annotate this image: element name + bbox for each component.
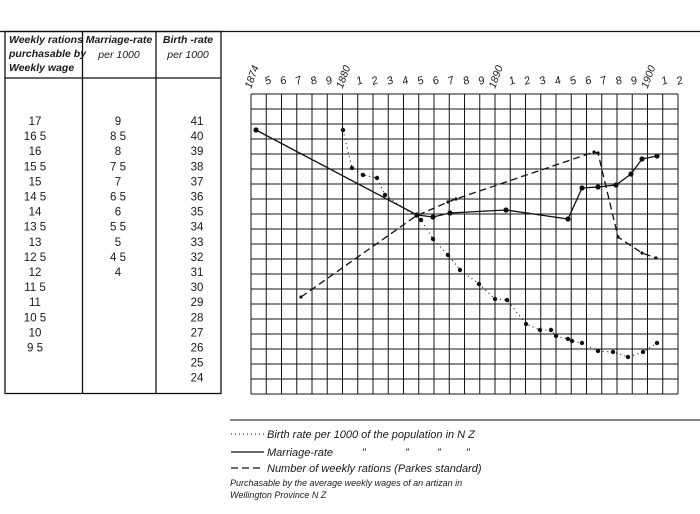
svg-text:15 5: 15 5	[24, 161, 46, 173]
svg-text:40: 40	[191, 131, 204, 143]
svg-text:8: 8	[115, 146, 121, 158]
svg-text:9: 9	[477, 74, 487, 87]
svg-text:5 5: 5 5	[110, 222, 126, 234]
svg-text:30: 30	[191, 282, 204, 294]
svg-text:per 1000: per 1000	[166, 49, 209, 61]
svg-text:35: 35	[191, 207, 204, 219]
svg-text:”: ”	[466, 447, 471, 459]
svg-text:Number of weekly rations (Park: Number of weekly rations (Parkes standar…	[267, 463, 482, 475]
svg-text:27: 27	[191, 327, 204, 339]
svg-text:16 5: 16 5	[24, 131, 46, 143]
svg-text:”: ”	[362, 447, 367, 459]
svg-text:7 5: 7 5	[110, 161, 126, 173]
svg-text:28: 28	[191, 312, 204, 324]
svg-text:17: 17	[29, 116, 42, 128]
svg-text:1900: 1900	[639, 64, 658, 90]
svg-text:34: 34	[191, 222, 204, 234]
svg-text:6: 6	[583, 74, 594, 88]
svg-text:26: 26	[191, 343, 204, 355]
svg-text:”: ”	[437, 447, 442, 459]
svg-text:10: 10	[29, 327, 42, 339]
svg-text:4 5: 4 5	[110, 252, 126, 264]
svg-text:12: 12	[29, 267, 42, 279]
svg-text:25: 25	[191, 358, 204, 370]
svg-text:5: 5	[263, 74, 274, 88]
svg-text:4: 4	[115, 267, 122, 279]
svg-text:1880: 1880	[334, 64, 353, 90]
svg-text:24: 24	[191, 373, 204, 385]
svg-text:32: 32	[191, 252, 204, 264]
svg-text:38: 38	[191, 161, 204, 173]
svg-text:11: 11	[29, 297, 41, 309]
svg-text:1: 1	[355, 74, 365, 87]
svg-text:Marriage-rate: Marriage-rate	[86, 34, 153, 46]
svg-text:37: 37	[191, 176, 204, 188]
svg-text:5: 5	[568, 74, 579, 88]
svg-text:8: 8	[461, 74, 472, 88]
svg-text:7: 7	[115, 176, 121, 188]
svg-text:1890: 1890	[487, 64, 506, 90]
svg-text:5: 5	[416, 74, 427, 88]
svg-text:Birth rate per 1000 of the pop: Birth rate per 1000 of the population in…	[267, 429, 476, 441]
svg-text:Weekly wage: Weekly wage	[9, 62, 74, 74]
svg-text:15: 15	[29, 176, 42, 188]
svg-text:39: 39	[191, 146, 204, 158]
svg-text:”: ”	[405, 447, 410, 459]
svg-text:6: 6	[278, 74, 289, 88]
svg-text:3: 3	[385, 74, 396, 88]
svg-text:5: 5	[115, 237, 121, 249]
svg-text:33: 33	[191, 237, 204, 249]
svg-text:36: 36	[191, 192, 204, 204]
svg-text:9: 9	[629, 74, 639, 87]
svg-text:2: 2	[369, 74, 380, 88]
svg-text:12 5: 12 5	[24, 252, 46, 264]
svg-text:7: 7	[446, 74, 457, 88]
svg-text:7: 7	[599, 74, 610, 88]
svg-text:6: 6	[115, 207, 121, 219]
svg-text:13 5: 13 5	[24, 222, 46, 234]
svg-text:9: 9	[115, 116, 121, 128]
svg-text:11 5: 11 5	[24, 282, 46, 294]
svg-text:9 5: 9 5	[27, 343, 43, 355]
svg-text:1: 1	[660, 74, 670, 87]
svg-text:2: 2	[674, 74, 685, 88]
svg-text:14: 14	[29, 207, 42, 219]
svg-text:16: 16	[29, 146, 42, 158]
svg-text:14 5: 14 5	[24, 192, 46, 204]
svg-text:per 1000: per 1000	[97, 49, 140, 61]
svg-text:2: 2	[521, 74, 532, 88]
svg-text:Marriage-rate: Marriage-rate	[267, 447, 333, 459]
svg-text:31: 31	[191, 267, 204, 279]
svg-text:6: 6	[431, 74, 442, 88]
svg-text:Purchasable by the average wee: Purchasable by the average weekly wages …	[230, 478, 462, 488]
svg-text:Birth -rate: Birth -rate	[163, 34, 213, 46]
svg-text:8 5: 8 5	[110, 131, 126, 143]
svg-text:8: 8	[309, 74, 320, 88]
svg-text:1874: 1874	[243, 64, 262, 90]
svg-text:29: 29	[191, 297, 204, 309]
svg-text:10 5: 10 5	[24, 312, 46, 324]
svg-text:6 5: 6 5	[110, 192, 126, 204]
svg-text:Wellington Province N Z: Wellington Province N Z	[230, 490, 327, 500]
svg-text:13: 13	[29, 237, 42, 249]
svg-text:4: 4	[400, 74, 410, 87]
svg-text:7: 7	[294, 74, 305, 88]
svg-text:9: 9	[324, 74, 334, 87]
svg-text:4: 4	[553, 74, 563, 87]
svg-text:1: 1	[507, 74, 517, 87]
svg-text:3: 3	[538, 74, 549, 88]
svg-text:41: 41	[191, 116, 204, 128]
svg-text:8: 8	[614, 74, 625, 88]
svg-text:Weekly rations: Weekly rations	[9, 34, 83, 46]
svg-text:purchasable by: purchasable by	[8, 48, 87, 60]
